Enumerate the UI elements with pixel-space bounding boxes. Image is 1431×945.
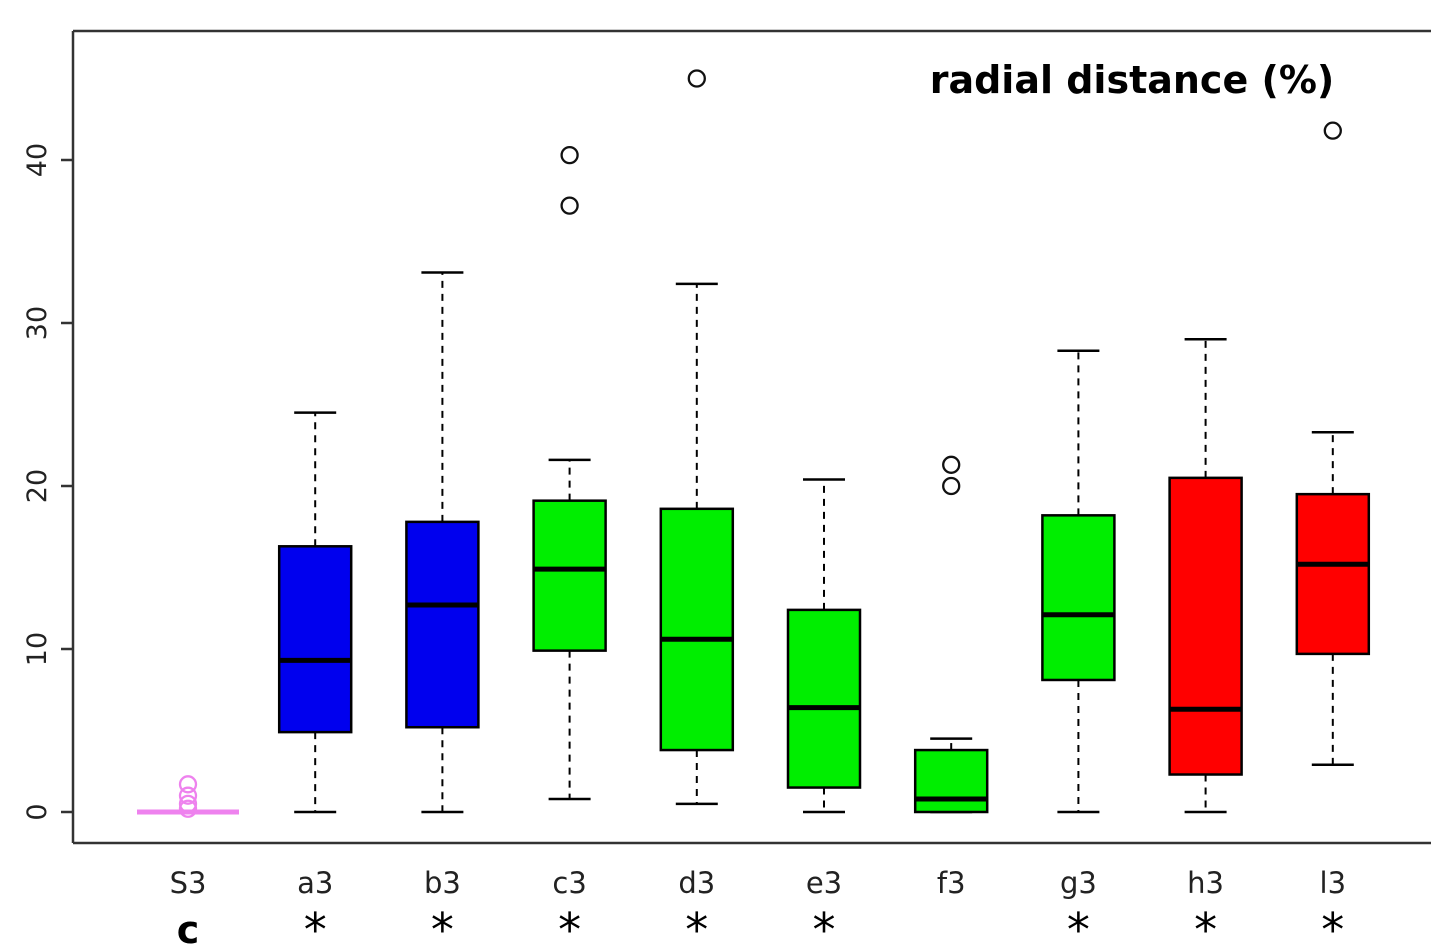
box-e3	[786, 478, 862, 814]
box-c3	[532, 145, 607, 801]
x-category-label: g3	[1060, 866, 1097, 900]
outlier-point	[560, 196, 579, 215]
box-series	[137, 69, 1371, 818]
outlier-point	[178, 794, 198, 813]
box-f3	[913, 455, 989, 814]
significance-annotations: c * * * * * * * *	[177, 903, 1345, 945]
outlier-point	[560, 145, 579, 165]
y-tick-label: 20	[22, 469, 53, 503]
box-h3	[1168, 338, 1243, 814]
box-l3	[1295, 121, 1371, 766]
significance-asterisk: *	[304, 903, 327, 945]
y-axis: 0 10 20 30 40	[22, 143, 73, 821]
x-category-label: h3	[1187, 866, 1224, 900]
x-category-label: b3	[424, 866, 461, 900]
box-d3	[659, 69, 735, 806]
x-category-label: c3	[552, 866, 586, 900]
y-tick-label: 0	[22, 803, 53, 820]
outlier-point	[1323, 121, 1342, 140]
significance-asterisk: *	[1067, 903, 1090, 945]
x-category-label: d3	[678, 866, 715, 900]
box-body	[405, 520, 480, 729]
outlier-point	[942, 476, 961, 496]
plot-frame	[71, 29, 1431, 845]
box-body	[1168, 476, 1243, 776]
x-axis: S3 a3 b3 c3 d3 e3 f3 g3 h3 l3	[170, 866, 1346, 900]
significance-asterisk: *	[1321, 903, 1344, 945]
box-body	[277, 545, 353, 734]
chart-title: radial distance (%)	[930, 58, 1335, 102]
box-a3	[277, 411, 353, 814]
significance-asterisk: *	[431, 903, 454, 945]
x-category-label: f3	[937, 866, 966, 900]
box-body	[659, 507, 735, 752]
significance-asterisk: *	[558, 903, 581, 945]
outlier-point	[178, 799, 198, 818]
x-category-label: e3	[806, 866, 842, 900]
box-body	[786, 608, 862, 789]
outlier-point	[178, 786, 198, 805]
x-category-label: l3	[1320, 866, 1347, 900]
box-g3	[1041, 349, 1116, 814]
box-S3	[137, 775, 239, 818]
box-body	[913, 748, 989, 814]
box-body	[532, 499, 607, 652]
box-b3	[405, 271, 480, 814]
box-body	[1041, 514, 1116, 682]
y-tick-label: 30	[22, 306, 53, 340]
control-label: c	[177, 908, 200, 945]
x-category-label: a3	[297, 866, 333, 900]
significance-asterisk: *	[813, 903, 836, 945]
outlier-point	[687, 69, 706, 88]
significance-asterisk: *	[685, 903, 708, 945]
y-tick-label: 10	[22, 632, 53, 666]
outlier-point	[178, 775, 198, 794]
y-tick-label: 40	[22, 143, 53, 177]
box-body	[1295, 492, 1371, 656]
significance-asterisk: *	[1194, 903, 1217, 945]
x-category-label: S3	[170, 866, 207, 900]
outlier-point	[942, 455, 961, 474]
